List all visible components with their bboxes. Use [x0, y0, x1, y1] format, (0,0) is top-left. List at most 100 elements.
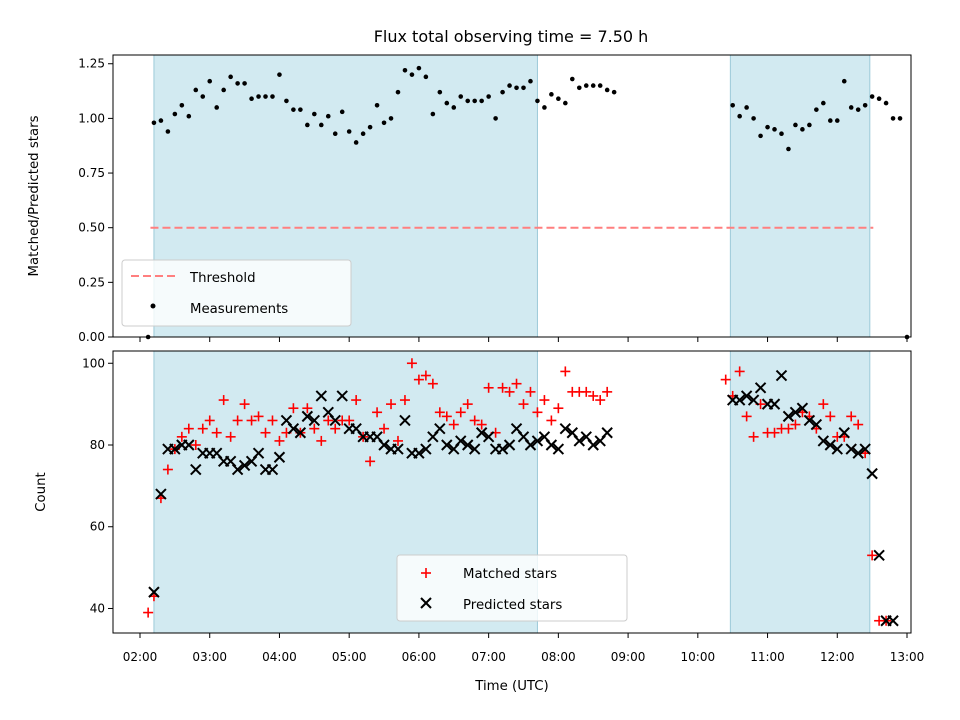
measurement-point — [346, 129, 352, 134]
bottom-x-ticks: 02:00 03:00 04:00 05:00 06:00 07:00 08:00 09:00… — [123, 633, 924, 664]
measurement-point — [242, 81, 247, 86]
predicted-star-point — [740, 390, 753, 402]
measurement-point — [786, 146, 791, 152]
predicted-star-point — [782, 410, 795, 423]
matched-star-point — [846, 411, 857, 422]
top-y-axis-label: Matched/Predicted stars — [27, 115, 42, 276]
matched-star-point — [323, 415, 334, 426]
measurement-point — [221, 87, 226, 93]
measurement-point — [848, 105, 854, 110]
matched-star-point — [504, 386, 515, 397]
matched-star-point — [483, 382, 494, 393]
measurement-point — [395, 89, 401, 95]
predicted-star-point — [169, 443, 181, 455]
matched-star-point — [246, 415, 257, 426]
observing-window-2 — [729, 350, 871, 634]
predicted-star-point — [824, 439, 837, 451]
measurement-point — [305, 122, 310, 128]
predicted-star-point — [552, 443, 565, 455]
matched-star-point — [469, 415, 480, 426]
predicted-star-point — [775, 369, 788, 382]
measurement-point — [869, 94, 875, 99]
measurement-point — [821, 100, 826, 106]
matched-star-point — [602, 386, 613, 397]
measurement-point — [828, 118, 833, 123]
ratio-panel: 0.00 0.25 0.50 0.75 1.00 1.25 Matched/Predict… — [27, 54, 912, 344]
x-tick-label: 09:00 — [611, 650, 646, 664]
matched-star-point — [211, 427, 222, 438]
measurement-point — [772, 127, 777, 132]
measurement-point — [465, 98, 471, 104]
matched-star-point — [790, 419, 801, 430]
measurement-point — [332, 131, 338, 136]
matched-star-point — [176, 431, 187, 442]
measurement-point — [402, 68, 408, 73]
matched-star-point — [197, 423, 208, 434]
matched-star-point — [225, 431, 236, 442]
measurement-point — [179, 102, 185, 108]
measurement-point — [493, 116, 498, 121]
matched-star-point — [218, 395, 229, 406]
predicted-star-point — [859, 443, 871, 455]
matched-star-point — [511, 378, 522, 389]
matched-star-point — [239, 399, 250, 410]
matched-star-point — [420, 370, 431, 381]
predicted-star-point — [392, 443, 404, 455]
measurement-point — [291, 107, 296, 112]
matched-star-point — [427, 378, 438, 389]
y-tick-label: 80 — [90, 438, 105, 452]
measurement-point — [325, 113, 331, 119]
predicted-legend-label: Predicted stars — [463, 598, 562, 613]
matched-star-point — [867, 550, 878, 561]
top-legend-box — [121, 259, 352, 327]
matched-star-point — [316, 435, 327, 446]
measurement-point — [360, 131, 366, 136]
predicted-star-point — [545, 439, 558, 451]
measurement-point — [604, 87, 610, 93]
y-tick-label: 0.50 — [78, 221, 105, 235]
measurement-point — [165, 129, 171, 134]
matched-star-point — [351, 395, 362, 406]
matched-legend-swatch — [421, 568, 431, 578]
matched-star-point — [853, 419, 864, 430]
matched-star-point — [392, 435, 403, 446]
measurement-point — [298, 107, 303, 112]
y-tick-label: 1.00 — [78, 111, 105, 125]
matched-star-point — [448, 419, 459, 430]
predicted-star-point — [183, 439, 195, 451]
measurement-point — [186, 113, 192, 119]
matched-star-point — [434, 407, 445, 418]
matched-star-point — [330, 423, 341, 434]
measurement-point — [367, 124, 373, 130]
measurement-point — [277, 72, 282, 77]
threshold-legend-label: Threshold — [189, 271, 256, 286]
predicted-star-point — [573, 435, 585, 447]
measurement-point — [841, 78, 847, 84]
measurement-point — [765, 124, 770, 130]
measurement-point — [535, 98, 540, 104]
measurement-point — [528, 78, 533, 84]
predicted-star-point — [190, 463, 202, 476]
predicted-star-point — [336, 390, 348, 402]
predicted-star-point — [559, 422, 572, 435]
measurement-point — [451, 105, 457, 110]
x-tick-label: 04:00 — [262, 650, 297, 664]
matched-star-point — [769, 427, 780, 438]
matched-star-point — [588, 390, 599, 401]
measurement-point — [270, 94, 275, 99]
predicted-star-point — [803, 414, 816, 427]
measurement-point — [890, 116, 896, 121]
predicted-star-point — [587, 439, 599, 451]
measurement-point — [416, 65, 422, 71]
predicted-star-point — [817, 435, 830, 447]
measurements-legend-label: Measurements — [190, 302, 288, 317]
matched-star-point — [532, 407, 543, 418]
x-tick-label: 05:00 — [332, 650, 367, 664]
measurement-point — [500, 89, 505, 95]
measurement-point — [228, 74, 233, 80]
matched-star-point — [783, 423, 794, 434]
matched-star-point — [267, 415, 278, 426]
measurement-point — [507, 83, 512, 88]
measurement-point — [479, 98, 484, 104]
predicted-star-point — [475, 427, 488, 439]
